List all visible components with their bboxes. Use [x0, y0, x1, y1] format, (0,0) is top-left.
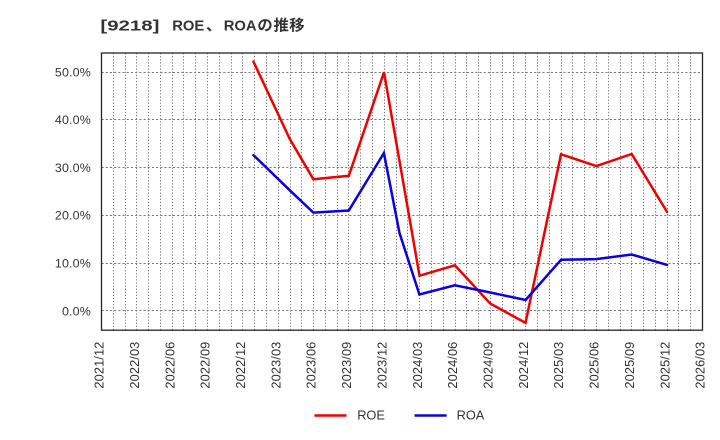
svg-text:10.0%: 10.0% — [55, 257, 91, 271]
svg-text:2021/12: 2021/12 — [92, 342, 107, 389]
svg-text:ROE: ROE — [172, 19, 204, 35]
svg-text:40.0%: 40.0% — [55, 113, 91, 127]
svg-text:2022/03: 2022/03 — [127, 342, 142, 389]
svg-text:2023/03: 2023/03 — [268, 342, 283, 389]
svg-text:2023/06: 2023/06 — [304, 342, 319, 389]
svg-text:2023/09: 2023/09 — [339, 342, 354, 389]
svg-text:2025/12: 2025/12 — [657, 342, 672, 389]
svg-text:ROA: ROA — [457, 408, 485, 423]
svg-text:50.0%: 50.0% — [55, 65, 91, 79]
svg-text:2023/12: 2023/12 — [374, 342, 389, 389]
svg-text:30.0%: 30.0% — [55, 161, 91, 175]
svg-text:2024/06: 2024/06 — [445, 342, 460, 389]
svg-text:2024/12: 2024/12 — [516, 342, 531, 389]
svg-text:20.0%: 20.0% — [55, 209, 91, 223]
svg-text:2025/06: 2025/06 — [587, 342, 602, 389]
svg-text:[9218]: [9218] — [100, 17, 159, 34]
svg-text:ROA: ROA — [224, 19, 257, 35]
svg-text:2022/12: 2022/12 — [233, 342, 248, 389]
svg-text:2022/06: 2022/06 — [162, 342, 177, 389]
svg-text:2024/03: 2024/03 — [410, 342, 425, 389]
svg-text:2024/09: 2024/09 — [480, 342, 495, 389]
svg-text:2022/09: 2022/09 — [198, 342, 213, 389]
svg-text:0.0%: 0.0% — [62, 304, 91, 318]
svg-text:2026/03: 2026/03 — [693, 342, 708, 389]
svg-text:2025/09: 2025/09 — [622, 342, 637, 389]
svg-text:ROE: ROE — [357, 408, 385, 423]
svg-text:2025/03: 2025/03 — [551, 342, 566, 389]
